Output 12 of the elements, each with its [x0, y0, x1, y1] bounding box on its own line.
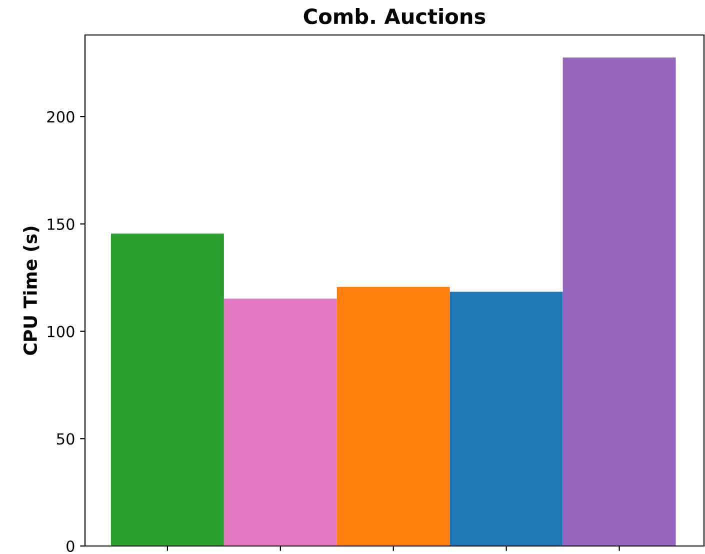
bar — [450, 292, 563, 546]
bar — [336, 286, 450, 546]
y-tick-label: 200 — [47, 111, 74, 123]
bar — [562, 58, 676, 546]
bar — [224, 298, 337, 546]
y-tick-label: 100 — [48, 326, 74, 338]
y-tick-label: 50 — [57, 433, 74, 445]
chart-title: Comb. Auctions — [304, 8, 486, 24]
bar — [110, 234, 224, 546]
y-tick-label: 150 — [48, 218, 74, 230]
y-axis-title: CPU Time (s) — [23, 226, 40, 355]
y-tick-label: 0 — [66, 540, 74, 552]
